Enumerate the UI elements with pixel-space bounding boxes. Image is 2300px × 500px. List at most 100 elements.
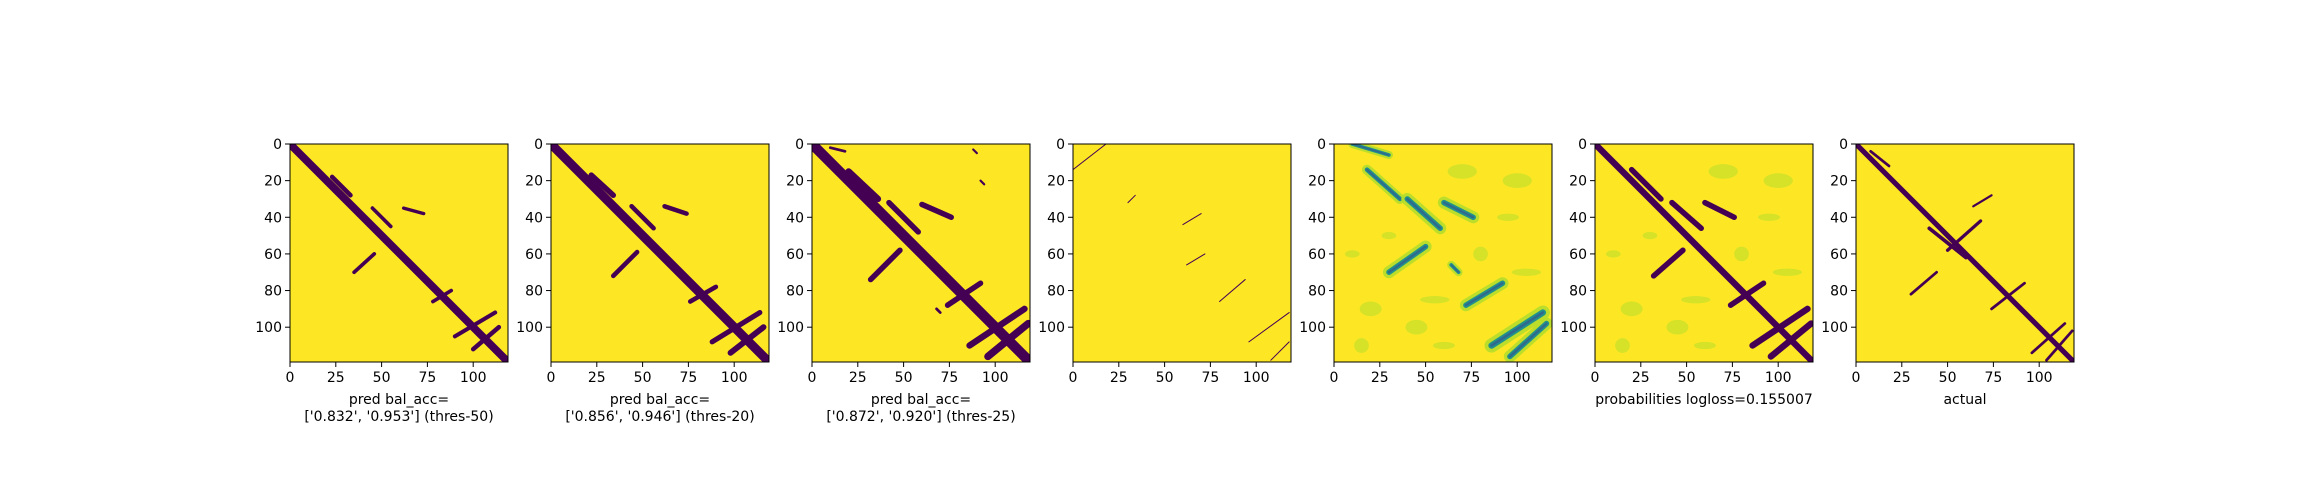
heatmap-background	[1073, 144, 1291, 362]
contact-segment	[919, 201, 954, 221]
x-tick-label: 75	[1723, 370, 1741, 386]
heatmap-blob	[1497, 213, 1520, 221]
x-axis-label: pred bal_acc=	[349, 392, 449, 408]
x-tick-label: 100	[460, 370, 487, 386]
contact-core	[1442, 201, 1475, 219]
y-tick-label: 40	[1308, 210, 1326, 226]
x-tick-label: 25	[1893, 370, 1911, 386]
contact-core	[1351, 144, 1390, 156]
contact-segment	[452, 310, 498, 339]
heatmap-blob	[1734, 246, 1749, 262]
y-tick-label: 60	[1308, 247, 1326, 263]
y-tick-label: 0	[1317, 137, 1326, 153]
contact-segment	[1702, 199, 1737, 221]
x-tick-label: 0	[808, 370, 817, 386]
y-tick-label: 100	[516, 320, 543, 336]
y-tick-label: 20	[786, 174, 804, 190]
x-axis-label: ['0.856', '0.946'] (thres-20)	[565, 409, 754, 425]
contact-segment	[727, 324, 767, 356]
contact-segment	[610, 249, 640, 279]
x-tick-label: 100	[1243, 370, 1270, 386]
x-tick-label: 25	[327, 370, 345, 386]
y-tick-label: 100	[255, 320, 282, 336]
y-tick-label: 20	[1308, 174, 1326, 190]
y-tick-label: 20	[264, 174, 282, 190]
x-tick-label: 75	[1462, 370, 1480, 386]
y-tick-label: 100	[1299, 320, 1326, 336]
contact-segment	[972, 148, 978, 155]
heatmap-blob	[1354, 338, 1369, 353]
heatmap-cells	[551, 144, 769, 362]
heatmap-blob	[1511, 268, 1542, 276]
y-tick-label: 80	[1569, 284, 1587, 300]
x-tick-label: 100	[721, 370, 748, 386]
heatmap-cells	[1344, 144, 1552, 362]
x-tick-label: 0	[1330, 370, 1339, 386]
contact-segment	[1650, 247, 1686, 279]
contact-segment	[979, 179, 986, 186]
contact-segment	[1909, 270, 1938, 296]
y-tick-label: 100	[1821, 320, 1848, 336]
axes-frame	[1333, 143, 1553, 363]
heatmap-blob	[1405, 319, 1428, 335]
y-tick-label: 40	[1047, 210, 1065, 226]
contact-segment	[1749, 305, 1811, 349]
x-tick-label: 100	[1765, 370, 1792, 386]
heatmap-blob	[1447, 164, 1477, 179]
contact-segment	[867, 247, 903, 283]
y-tick-label: 40	[1830, 210, 1848, 226]
panel-probabilities: 0 25 50 75 100 0 20 40 60 80 100	[1299, 137, 1553, 386]
diagonal-band	[551, 144, 769, 362]
x-tick-label: 75	[940, 370, 958, 386]
y-tick-label: 80	[786, 284, 804, 300]
heatmap-cells	[812, 144, 1030, 362]
y-tick-label: 20	[525, 174, 543, 190]
axes-frame	[550, 143, 770, 363]
contact-segment	[1972, 194, 1993, 208]
x-tick-label: 25	[588, 370, 606, 386]
x-axis-label: pred bal_acc=	[871, 392, 971, 408]
heatmap-blob	[1620, 301, 1643, 317]
y-tick-label: 100	[777, 320, 804, 336]
y-tick-label: 80	[1308, 284, 1326, 300]
axes-frame	[1072, 143, 1292, 363]
contact-segment	[1669, 199, 1704, 232]
y-tick-label: 20	[1830, 174, 1848, 190]
y-tick-label: 60	[1569, 247, 1587, 263]
x-tick-label: 50	[1417, 370, 1435, 386]
x-tick-label: 50	[373, 370, 391, 386]
contact-segment	[662, 203, 689, 216]
y-tick-label: 80	[525, 284, 543, 300]
x-tick-label: 0	[1591, 370, 1600, 386]
y-tick-label: 20	[1047, 174, 1065, 190]
panel-actual: 0 25 50 75 100 0 20 40 60 80 100 actual	[1821, 137, 2075, 408]
x-tick-label: 25	[1632, 370, 1650, 386]
panel-threshold-20: 0 25 50 75 100 0 20 40 60 80 100 pred bal_acc=['0.8…	[516, 137, 770, 425]
x-tick-label: 100	[2026, 370, 2053, 386]
contact-segment	[886, 199, 921, 235]
x-tick-label: 50	[634, 370, 652, 386]
contact-segment	[629, 203, 656, 231]
y-tick-label: 0	[534, 137, 543, 153]
panel-probabilities-logloss: 0 25 50 75 100 0 20 40 60 80 100 probabilities logl…	[1560, 137, 1814, 408]
contact-core	[1450, 264, 1460, 273]
contact-segment	[1270, 341, 1290, 361]
contact-segment	[1727, 280, 1767, 308]
panel-threshold-25: 0 25 50 75 100 0 20 40 60 80 100 pred bal_acc=['0.8…	[777, 137, 1031, 425]
x-tick-label: 75	[1984, 370, 2002, 386]
contact-segment	[1628, 166, 1664, 202]
heatmap-blob	[1473, 246, 1488, 262]
y-tick-label: 80	[264, 284, 282, 300]
x-tick-label: 50	[1678, 370, 1696, 386]
contact-segment	[2030, 322, 2067, 355]
contact-segment	[984, 319, 1030, 361]
x-tick-label: 100	[1504, 370, 1531, 386]
x-tick-label: 25	[1371, 370, 1389, 386]
y-tick-label: 40	[1569, 210, 1587, 226]
y-tick-label: 60	[1830, 247, 1848, 263]
contact-core	[1490, 311, 1545, 347]
y-tick-label: 60	[264, 247, 282, 263]
contact-segment	[1182, 213, 1202, 226]
y-tick-label: 40	[786, 210, 804, 226]
